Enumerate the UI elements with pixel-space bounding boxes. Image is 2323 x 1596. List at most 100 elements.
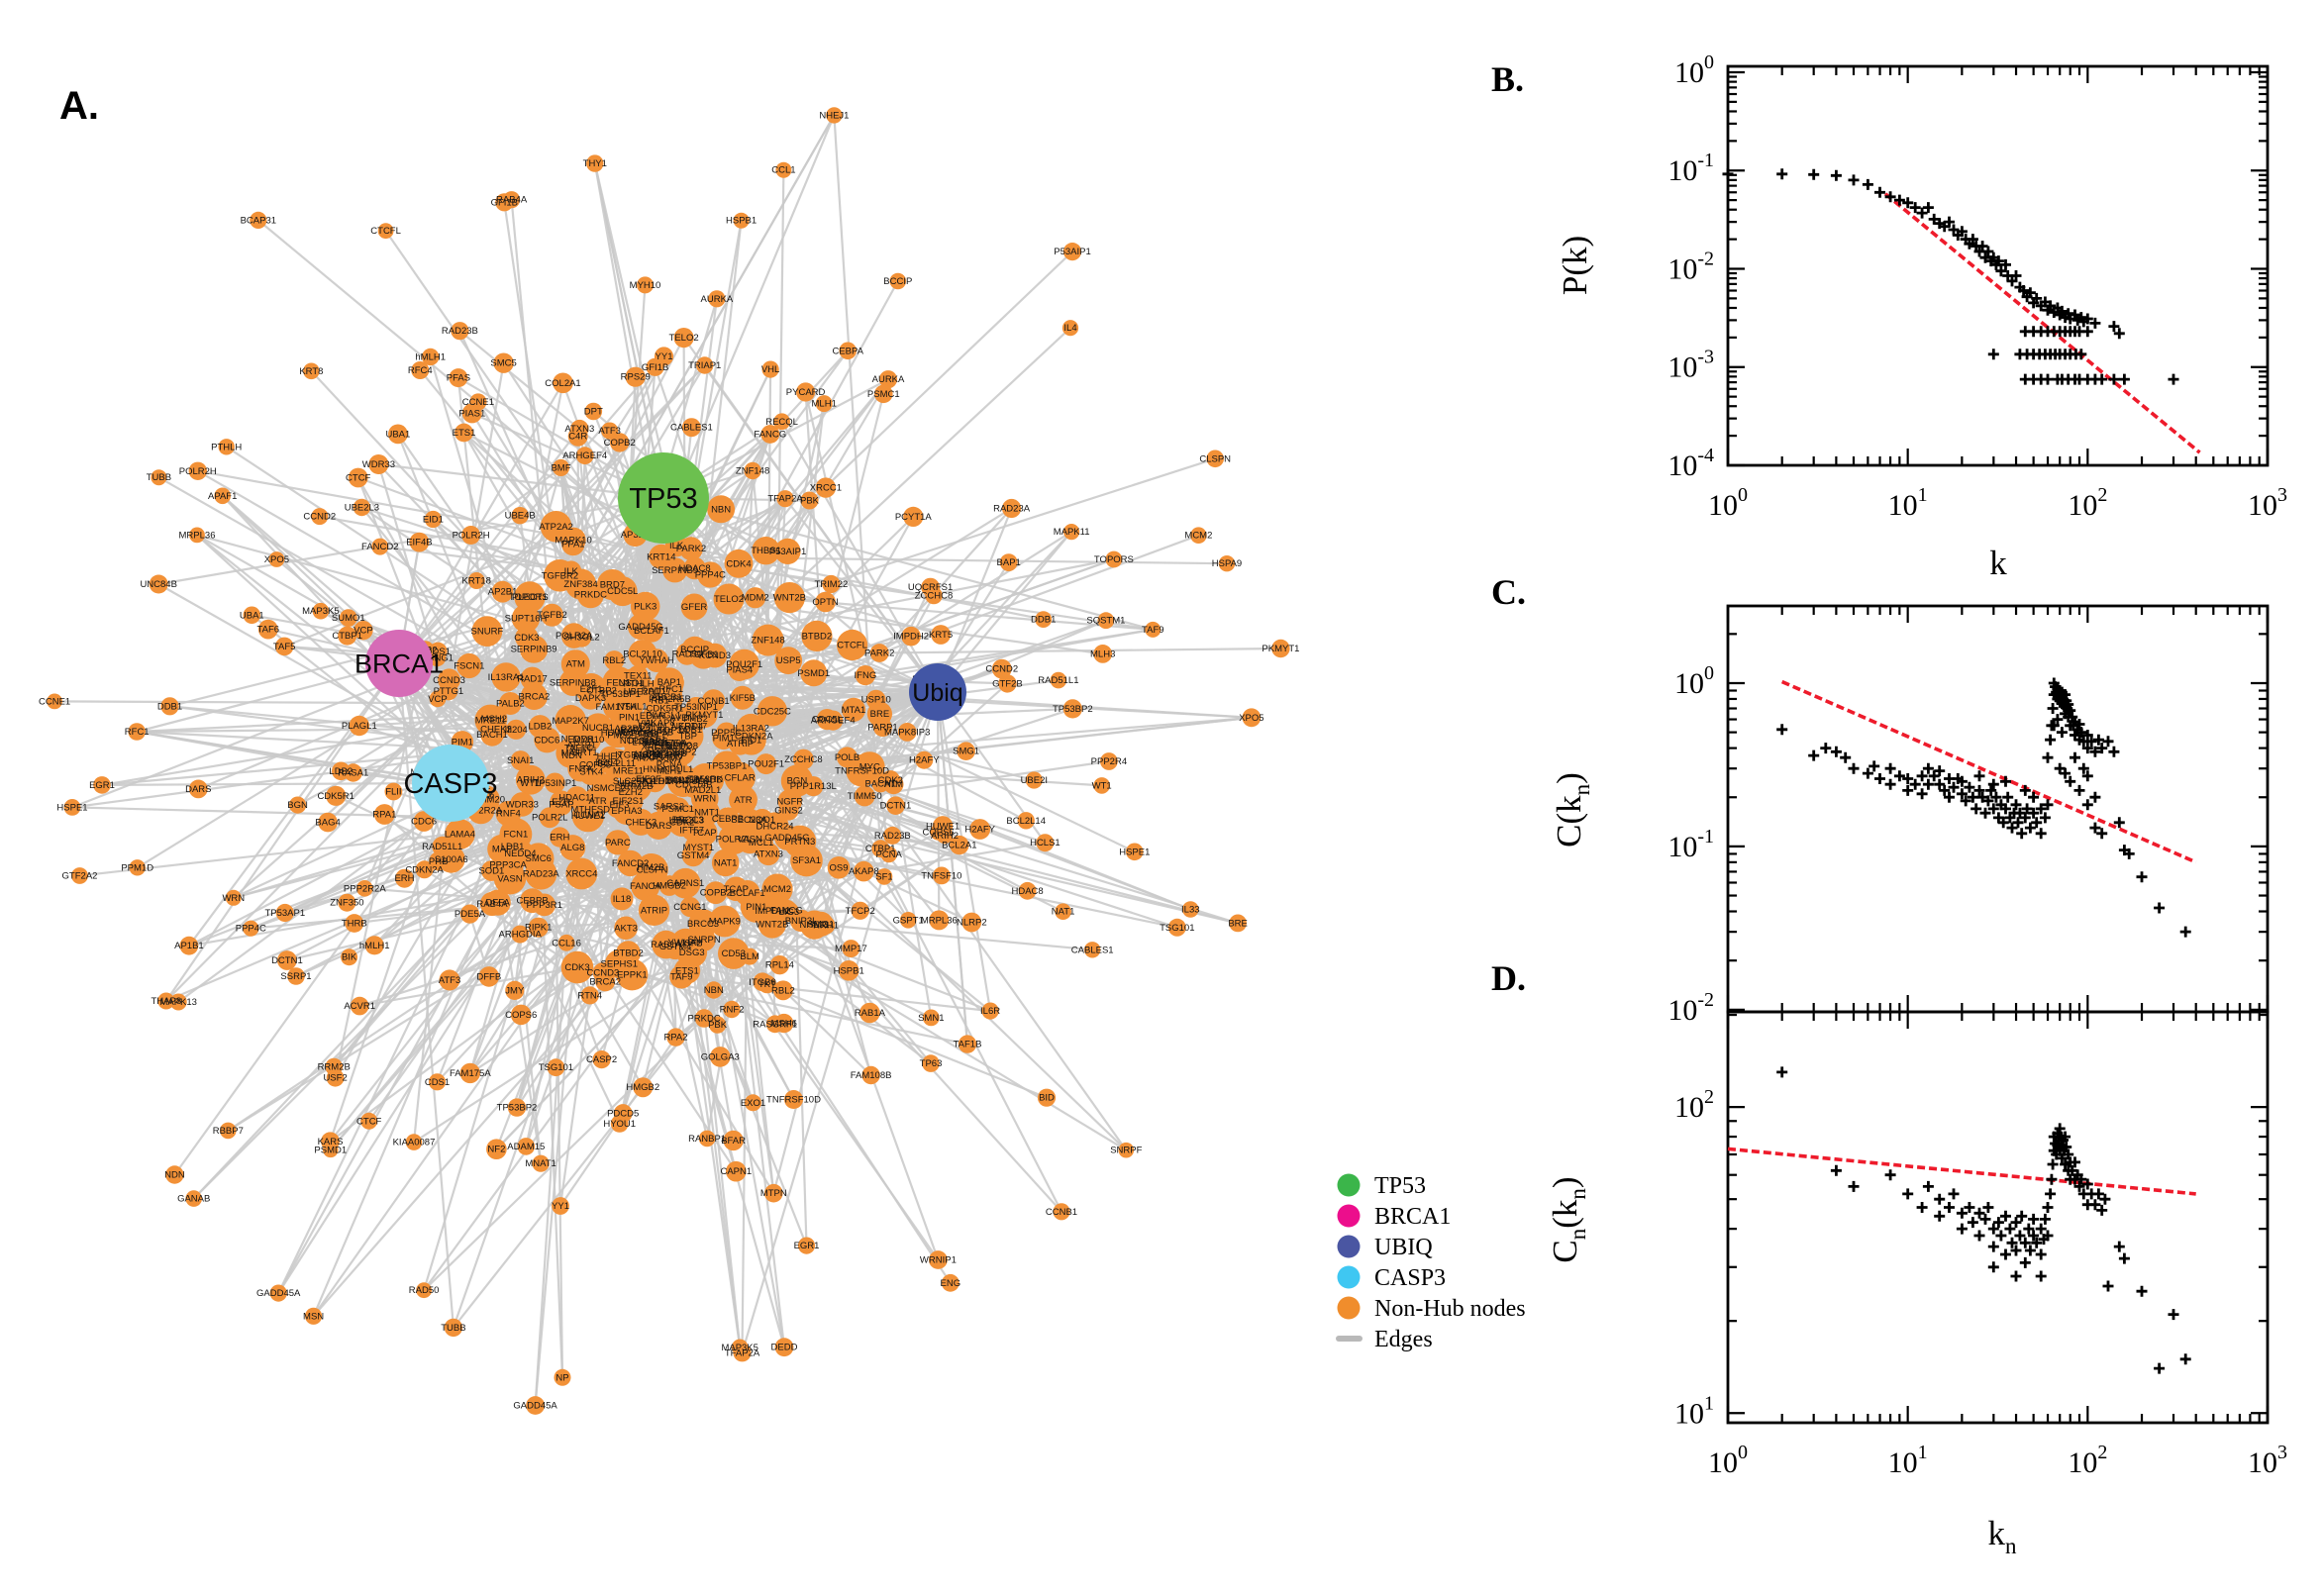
data-point [1916,1202,1928,1213]
network-node-label: GTF2B [992,678,1023,689]
data-point [2108,321,2120,333]
data-point [1830,169,1842,181]
network-node-label: PSMD1 [797,668,830,679]
network-node-label: RPA2 [663,1033,687,1044]
network-edge [766,369,772,641]
network-node-label: PPA1 [561,540,585,550]
network-node-label: WNT2B [773,593,806,604]
data-point [1848,174,1860,186]
data-point [1995,1230,2007,1242]
network-node-label: NGFR [776,796,803,807]
data-point [1944,1202,1955,1213]
network-node-label: CDK5R1 [317,791,354,802]
network-node-label: BCL2A1 [942,841,976,851]
network-node-label: ATR [588,796,606,807]
network-node-label: SNAI1 [507,755,534,766]
network-node-label: LAMA4 [445,830,475,841]
network-node-label: CCND2 [303,512,336,523]
tick-label: 10-3 [1667,347,1714,384]
network-node-label: TSG101 [1160,923,1194,934]
network-node-label: CDKN2A [735,731,773,742]
tick-label: 102 [1674,1086,1714,1124]
data-point [2108,746,2120,757]
network-node-label: TP53BP1 [707,761,748,772]
network-node-label: FLII [385,787,401,798]
network-node-label: TFAP2A [767,494,803,505]
network-node-label: PCNA [656,759,683,770]
network-node-label: POLR2H [179,466,217,477]
network-node-label: TIMM50 [848,791,882,802]
tick-label: 101 [1674,1392,1714,1430]
network-node-label: ATXN3 [754,849,783,860]
network-node-label: MLH1 [812,399,837,410]
network-node-label: BCLAF1 [730,888,765,899]
network-edge [572,539,939,694]
network-edge [681,975,991,1013]
data-point [2016,1210,2028,1222]
network-node-label: MAF [492,845,512,855]
network-node-label: CEBPB [712,814,744,825]
network-node-label: IL6R [980,1006,1000,1017]
network-node-label: CASP2 [586,1054,617,1065]
network-node-label: TELO2 [669,333,699,344]
network-node-label: AP1B1 [174,941,204,951]
network-node-label: PHB [429,856,449,867]
network-node-label: MAPK13 [159,997,197,1008]
network-node-label: P53AIP1 [1054,247,1091,257]
network-node-label: DEDD [771,1343,798,1353]
network-edge [772,783,882,1194]
data-point [2035,1270,2047,1282]
data-point [2081,326,2093,338]
network-node-label: ARHGEF4 [562,450,607,461]
network-node-label: SMG1 [953,747,979,757]
network-node-label: CDK5R1 [647,703,684,714]
network-node-label: CFLAR [725,773,756,784]
network-node-label: NHEJ1 [819,110,849,121]
data-point [1973,1207,1985,1219]
panel-b-label: B. [1491,59,1524,99]
data-point [1848,1180,1860,1192]
network-node-label: AKAP8 [849,866,879,877]
network-node-label: DDB1 [157,701,182,712]
network-node-label: ATM [884,779,903,790]
network-node-label: PHB2 [683,714,708,725]
network-node-label: EID1 [423,515,444,526]
network-node-label: BCCIP [680,645,709,655]
network-node-label: PIAS4 [726,664,753,675]
panel-d-label: D. [1491,958,1526,998]
legend-label-nonhub: Non-Hub nodes [1374,1296,1526,1322]
network-node-label: PARC [605,838,631,848]
network-node-label: RAB1A [855,1008,886,1019]
network-node-label: ATXN3 [564,424,594,435]
network-node-label: KRT5 [929,630,953,641]
network-node-label: RAB1A [651,940,682,950]
data-point [2113,1241,2125,1252]
network-node-label: ATF3 [439,975,461,986]
network-node-label: ATRIP [641,905,667,916]
legend-swatch-edges [1336,1336,1363,1342]
network-node-label: PRKDC [574,590,607,601]
network-node-label: HDAC8 [1011,886,1043,897]
network-node-label: TP63 [920,1058,943,1069]
network-node-label: ZCCHC8 [784,754,823,765]
data-point [1948,1188,1960,1200]
network-node-label: PLAGL1 [342,721,377,732]
network-node-label: MRPL36 [921,915,958,926]
data-point [2102,736,2114,748]
network-node-label: MTA1 [842,705,866,716]
network-node-label: MAPK9 [709,917,741,928]
network-node-label: NF2 [487,1145,505,1155]
data-point [2179,1353,2191,1365]
network-node-label: DFFB [476,971,501,982]
network-node-label: TRIAP1 [688,360,721,371]
data-point [1973,770,1985,782]
network-node-label: RAD23A [993,504,1031,515]
network-node-label: MMP17 [835,944,867,954]
network-node-labels: TP53BP1CTBP1RAD50NBNBRCC3HDAC8ATRIPRAD17… [39,110,1299,1411]
data-point [1987,349,1999,360]
network-node-label: CCNB1 [1046,1207,1077,1218]
network-node-label: GANAB [177,1194,210,1205]
network-node-label: CLSPN [637,865,668,876]
data-point [2168,1309,2179,1321]
network-node-label: VASN [497,873,522,884]
